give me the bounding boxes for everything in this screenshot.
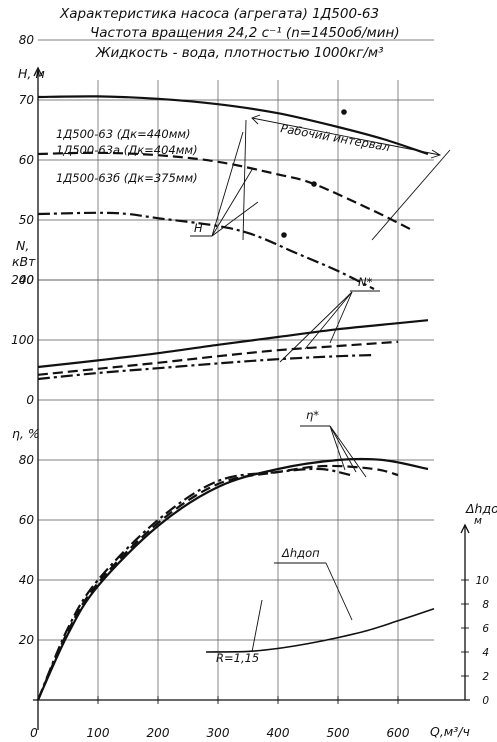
x-tick-label: 600 <box>387 726 410 740</box>
power-tick-label: 100 <box>11 333 34 347</box>
eff-label: η* <box>306 408 319 422</box>
npsh-tick-label: 8 <box>482 599 489 611</box>
eff-curve-3 <box>36 467 351 701</box>
eff-tick-label: 40 <box>19 573 35 587</box>
npsh-tick-label: 0 <box>482 695 489 707</box>
eff-tick-label: 60 <box>19 513 35 527</box>
eff-tick-label: 80 <box>19 453 35 467</box>
range-bound-left <box>242 119 247 241</box>
header-line-2: Частота вращения 24,2 с⁻¹ (n=1450об/мин) <box>90 25 400 41</box>
power-leader-3 <box>329 291 353 344</box>
header-line-1: Характеристика насоса (агрегата) 1Д500-6… <box>59 6 379 22</box>
head-tick-label: 40 <box>19 273 35 287</box>
axes <box>33 66 470 730</box>
power-axis-unit: кВт <box>12 254 36 269</box>
x-tick-label: 500 <box>327 726 350 740</box>
head-label: H <box>194 221 203 235</box>
working-range-arrow-left <box>251 114 261 125</box>
power-curve-1 <box>37 319 429 369</box>
y-axis-arrow <box>33 66 43 77</box>
power-label: N* <box>358 275 373 289</box>
eff-tick-label: 20 <box>19 633 35 647</box>
npsh-axis-arrow <box>460 523 470 534</box>
eff-leader-3 <box>329 425 367 478</box>
working-range-line <box>251 117 441 156</box>
npsh-tick-label: 2 <box>482 671 489 683</box>
r-value-label: R=1,15 <box>216 651 259 665</box>
eff-axis-label: η, % <box>12 426 40 441</box>
x-tick-label: 200 <box>147 726 170 740</box>
header-line-3: Жидкость - вода, плотностью 1000кг/м³ <box>95 45 383 61</box>
head-tick-label: 70 <box>19 93 35 107</box>
head-tick-label: 80 <box>19 33 35 47</box>
eff-curve-1 <box>36 457 429 701</box>
x-tick-label: 0 <box>30 726 38 740</box>
operating-point-marker <box>311 181 317 187</box>
head-leader-1 <box>211 131 244 237</box>
npsh-tick-label: 6 <box>482 623 489 635</box>
head-series-label-2: 1Д500-63а (Дк=404мм) <box>56 143 198 157</box>
head-curve-3 <box>37 211 375 290</box>
head-curve-1 <box>37 95 429 156</box>
curves <box>36 95 435 701</box>
eff-leader-1 <box>329 425 346 471</box>
working-range-arrow-right <box>430 149 442 159</box>
head-axis-label: H, м <box>18 66 45 81</box>
power-leader-1 <box>279 291 353 363</box>
npsh-tick-label: 10 <box>476 575 490 587</box>
npsh-curve <box>205 608 435 653</box>
head-tick-label: 60 <box>19 153 35 167</box>
npsh-axis-unit: м <box>474 515 482 527</box>
head-leader-3 <box>211 201 259 237</box>
operating-point-marker <box>281 232 287 238</box>
npsh-leader <box>325 562 353 621</box>
range-bound-right <box>371 149 451 241</box>
eff-leader-2 <box>329 425 357 473</box>
head-leader-2 <box>211 167 254 237</box>
head-tick-label: 50 <box>19 213 35 227</box>
power-leader-2 <box>304 291 353 350</box>
x-axis-label: Q,м³/ч <box>430 724 470 739</box>
annotations: 1Д500-63 (Дк=440мм) 1Д500-63а (Дк=404мм) 1… <box>56 114 451 665</box>
power-tick-label: 200 <box>11 273 34 287</box>
head-series-label-1: 1Д500-63 (Дк=440мм) <box>56 127 191 141</box>
npsh-axis-label: Δhдоп <box>465 501 497 516</box>
grid <box>38 39 434 700</box>
head-curve-2 <box>37 151 411 230</box>
x-tick-label: 300 <box>207 726 230 740</box>
power-curve-3 <box>37 353 375 381</box>
power-curve-2 <box>37 340 399 376</box>
head-series-label-3: 1Д500-63б (Дк=375мм) <box>56 171 198 185</box>
power-tick-label: 0 <box>26 393 34 407</box>
eff-curve-2 <box>36 464 399 701</box>
npsh-tick-label: 4 <box>482 647 489 659</box>
operating-point-marker <box>341 109 347 115</box>
power-axis-label: N, <box>16 238 29 253</box>
npsh-label: Δhдоп <box>281 546 320 560</box>
r-value-leader <box>251 599 263 653</box>
x-tick-label: 100 <box>87 726 110 740</box>
x-tick-label: 400 <box>267 726 290 740</box>
